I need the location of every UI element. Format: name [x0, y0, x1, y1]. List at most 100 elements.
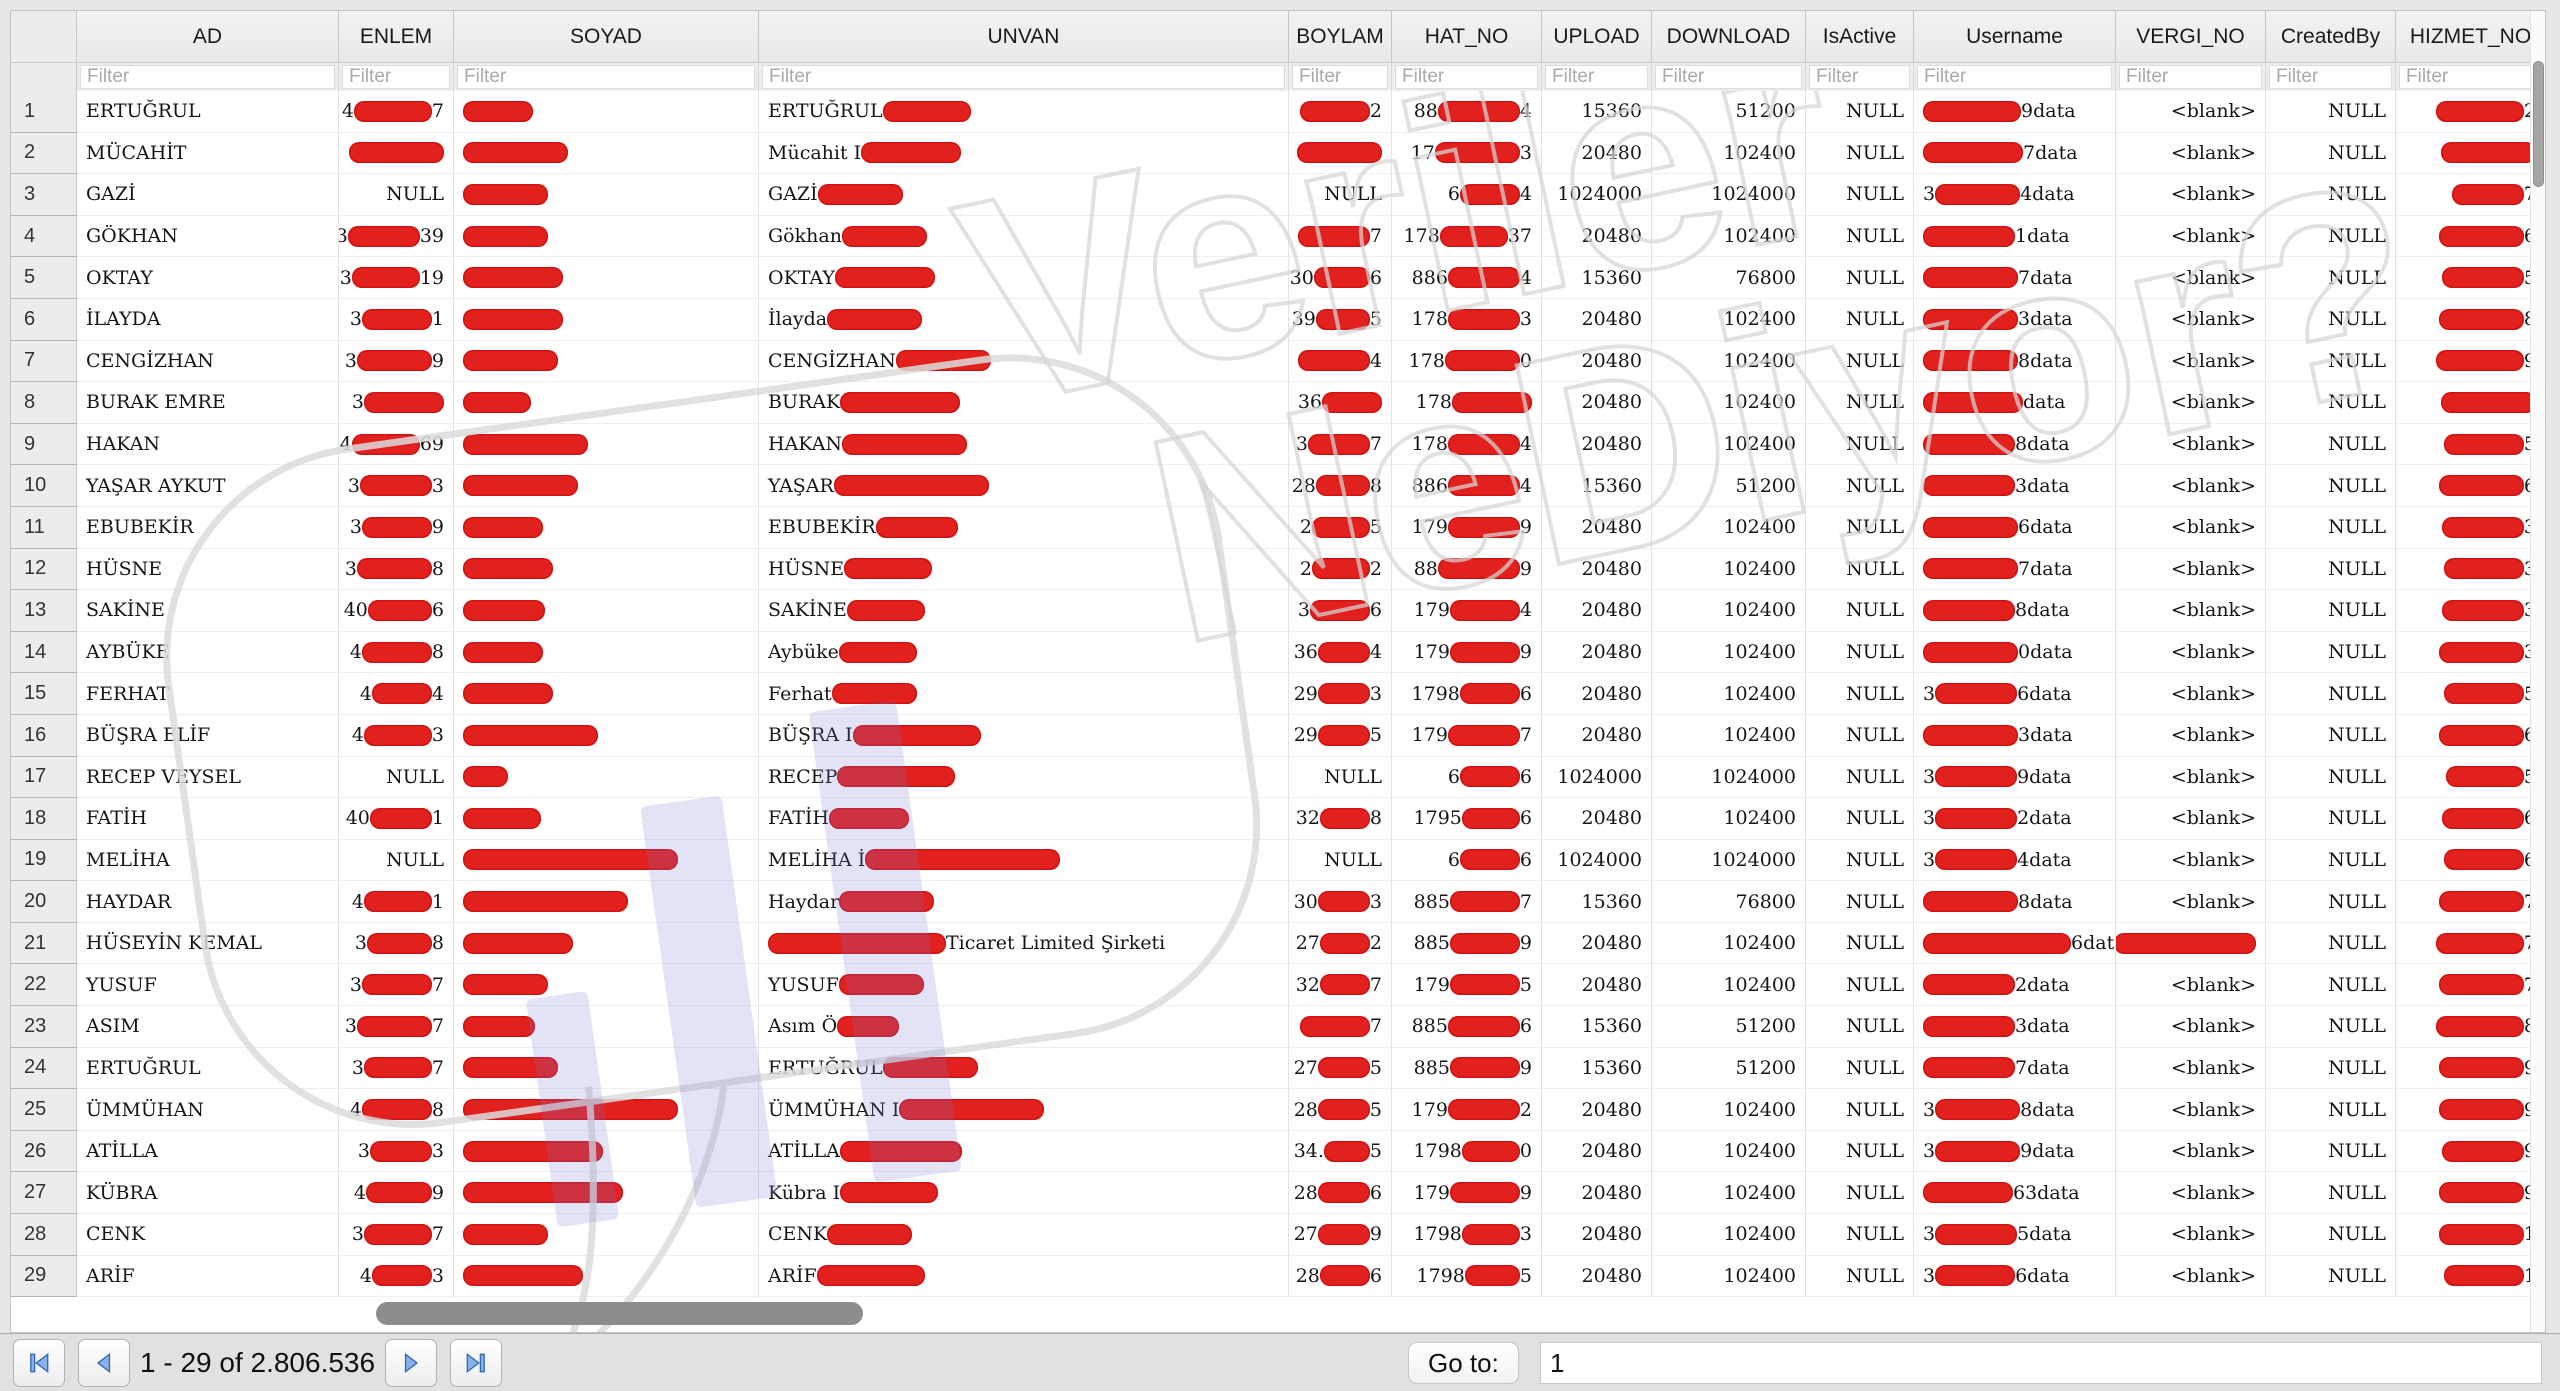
redaction-mark: [817, 183, 903, 205]
row-number[interactable]: 28: [11, 1214, 77, 1256]
column-header-enlem[interactable]: ENLEM: [339, 11, 454, 62]
row-number[interactable]: 4: [11, 215, 77, 258]
column-header-ad[interactable]: AD: [77, 11, 339, 62]
row-number[interactable]: 16: [11, 714, 77, 757]
cell-text: 3: [1923, 807, 1936, 830]
cell-soyad: [454, 91, 759, 133]
filter-input-soyad[interactable]: [457, 65, 755, 89]
cell-soyad: [454, 548, 759, 591]
column-header-vergi_no[interactable]: VERGI_NO: [2116, 11, 2266, 62]
row-number[interactable]: 14: [11, 631, 77, 674]
cell-text: NULL: [2328, 1181, 2386, 1204]
cell-text: NULL: [2328, 973, 2386, 996]
cell-text: 6: [1447, 765, 1460, 788]
row-number[interactable]: 7: [11, 340, 77, 383]
cell-soyad: [454, 756, 759, 799]
row-number[interactable]: 19: [11, 839, 77, 882]
row-number[interactable]: 5: [11, 257, 77, 299]
column-header-createdby[interactable]: CreatedBy: [2266, 11, 2396, 62]
filter-input-enlem[interactable]: [342, 65, 450, 89]
filter-input-hizmet_no[interactable]: [2399, 65, 2542, 89]
cell-boylam: 36 4: [1289, 631, 1392, 674]
cell-text: 3: [431, 474, 444, 497]
redaction-mark: [1923, 267, 2018, 289]
row-number[interactable]: 26: [11, 1130, 77, 1173]
row-number[interactable]: 6: [11, 298, 77, 341]
redaction-mark: [1299, 1015, 1370, 1037]
cell-text: NULL: [1846, 973, 1904, 996]
row-number[interactable]: 21: [11, 922, 77, 965]
filter-input-boylam[interactable]: [1292, 65, 1388, 89]
cell-hizmet_no: 1: [2396, 1256, 2545, 1298]
column-header-hizmet_no[interactable]: HIZMET_NO: [2396, 11, 2545, 62]
row-number[interactable]: 24: [11, 1047, 77, 1090]
cell-text: 179: [1411, 1098, 1448, 1121]
goto-page-input[interactable]: [1540, 1342, 2542, 1384]
row-number[interactable]: 29: [11, 1255, 77, 1298]
column-header-hat_no[interactable]: HAT_NO: [1392, 11, 1542, 62]
column-header-download[interactable]: DOWNLOAD: [1652, 11, 1806, 62]
vertical-scrollbar-thumb[interactable]: [2533, 61, 2544, 187]
row-number[interactable]: 11: [11, 506, 77, 549]
cell-text: 102400: [1723, 641, 1796, 664]
row-number[interactable]: 17: [11, 756, 77, 799]
row-number[interactable]: 8: [11, 382, 77, 424]
cell-text: 39: [1291, 308, 1316, 331]
column-header-unvan[interactable]: UNVAN: [759, 11, 1289, 62]
row-number[interactable]: 2: [11, 132, 77, 175]
table-row: 5 OKTAY 3 19 OKTAY 30 6 886 4 15360 76800 NULL 7dat…: [11, 257, 2545, 299]
filter-input-upload[interactable]: [1545, 65, 1648, 89]
redaction-mark: [1459, 766, 1520, 788]
vertical-scrollbar[interactable]: [2530, 11, 2545, 1332]
column-header-username[interactable]: Username: [1914, 11, 2116, 62]
row-number[interactable]: 9: [11, 423, 77, 466]
cell-text: ÜMMÜHAN I: [768, 1098, 900, 1121]
row-number[interactable]: 12: [11, 548, 77, 591]
row-number[interactable]: 10: [11, 465, 77, 507]
next-page-button[interactable]: [385, 1338, 438, 1387]
filter-input-hat_no[interactable]: [1395, 65, 1538, 89]
table-row: 25 ÜMMÜHAN 4 8 ÜMMÜHAN I 28 5 179 2 20480 102400 NU…: [11, 1089, 2545, 1131]
cell-text: 3: [431, 1264, 444, 1287]
column-header-soyad[interactable]: SOYAD: [454, 11, 759, 62]
redaction-mark: [839, 891, 935, 913]
filter-cell-createdby: [2266, 63, 2396, 91]
first-page-button[interactable]: [13, 1338, 65, 1387]
row-number[interactable]: 15: [11, 673, 77, 715]
filter-input-unvan[interactable]: [762, 65, 1285, 89]
filter-input-createdby[interactable]: [2269, 65, 2392, 89]
cell-username: 7data: [1914, 1047, 2116, 1090]
row-number[interactable]: 20: [11, 881, 77, 923]
column-header-isactive[interactable]: IsActive: [1806, 11, 1914, 62]
row-number[interactable]: 25: [11, 1089, 77, 1131]
column-header-boylam[interactable]: BOYLAM: [1289, 11, 1392, 62]
goto-button[interactable]: Go to:: [1408, 1342, 1519, 1384]
row-number[interactable]: 1: [11, 91, 77, 133]
cell-text: 20480: [1581, 349, 1642, 372]
filter-input-vergi_no[interactable]: [2119, 65, 2262, 89]
row-number[interactable]: 3: [11, 174, 77, 216]
row-number[interactable]: 23: [11, 1006, 77, 1048]
cell-text: 5: [1519, 973, 1532, 996]
row-number[interactable]: 27: [11, 1172, 77, 1215]
cell-text: MELİHA: [86, 848, 170, 871]
cell-hizmet_no: 9: [2396, 1089, 2545, 1131]
row-number[interactable]: 13: [11, 590, 77, 632]
cell-boylam: NULL: [1289, 756, 1392, 799]
column-header-upload[interactable]: UPLOAD: [1542, 11, 1652, 62]
filter-input-isactive[interactable]: [1809, 65, 1910, 89]
last-page-button[interactable]: [450, 1338, 503, 1387]
filter-input-username[interactable]: [1917, 65, 2112, 89]
row-number[interactable]: 22: [11, 964, 77, 1007]
cell-text: NULL: [2328, 724, 2386, 747]
filter-input-download[interactable]: [1655, 65, 1802, 89]
cell-boylam: 32 8: [1289, 798, 1392, 840]
horizontal-scrollbar-thumb[interactable]: [376, 1302, 863, 1325]
filter-input-ad[interactable]: [80, 65, 335, 89]
row-number[interactable]: 18: [11, 798, 77, 840]
previous-page-button[interactable]: [78, 1338, 130, 1387]
filter-cell-hat_no: [1392, 63, 1542, 91]
cell-text: HÜSNE: [768, 557, 845, 580]
cell-text: 3: [339, 225, 348, 247]
